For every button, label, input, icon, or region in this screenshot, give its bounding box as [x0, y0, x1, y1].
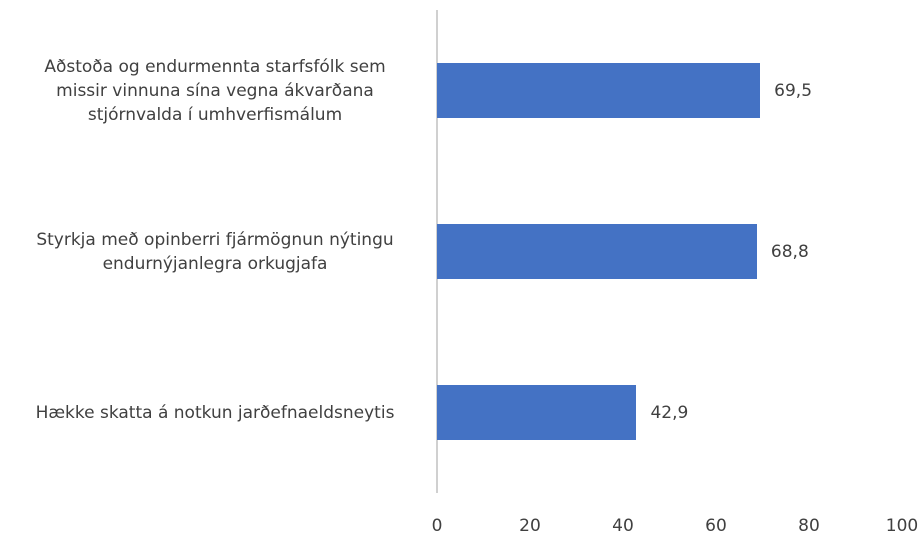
category-label: Aðstoða og endurmennta starfsfólk sem mi…	[44, 56, 386, 125]
value-label: 68,8	[770, 241, 809, 262]
x-tick-label: 100	[885, 516, 919, 536]
x-tick-label: 60	[705, 516, 727, 536]
bar	[437, 63, 761, 118]
category-label: Hække skatta á notkun jarðefnaeldsneytis	[35, 402, 395, 423]
category-label: Styrkja með opinberri fjármögnun nýtingu…	[36, 229, 394, 274]
x-tick-label: 0	[431, 516, 443, 536]
x-tick-label: 40	[612, 516, 634, 536]
bar	[437, 385, 637, 440]
value-label: 42,9	[650, 402, 689, 423]
x-tick-label: 80	[798, 516, 820, 536]
bar	[437, 224, 757, 279]
value-label: 69,5	[774, 80, 813, 101]
x-tick-label: 20	[519, 516, 541, 536]
y-axis-line	[436, 10, 438, 493]
